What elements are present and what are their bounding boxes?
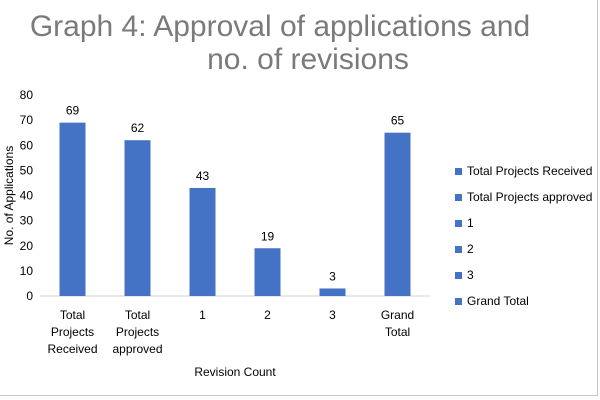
- legend-swatch: [455, 246, 462, 253]
- x-tick-label: Grand: [381, 308, 414, 322]
- x-tick-label: 3: [329, 308, 336, 322]
- x-tick-label: Total: [60, 308, 85, 322]
- x-tick-label: Projects: [51, 325, 94, 339]
- data-label: 3: [329, 269, 336, 283]
- legend-label: 3: [467, 268, 474, 282]
- x-axis-label: Revision Count: [194, 365, 276, 379]
- x-tick-label: Total: [385, 325, 410, 339]
- x-tick-label: Projects: [116, 325, 159, 339]
- y-axis-label: No. of Applications: [2, 146, 16, 245]
- y-tick-label: 80: [20, 88, 34, 102]
- bar: [59, 122, 86, 296]
- chart-title-line-1: Graph 4: Approval of applications and: [29, 10, 531, 43]
- x-tick-label: Received: [47, 342, 97, 356]
- y-tick-label: 20: [20, 239, 34, 253]
- data-label: 62: [131, 121, 145, 135]
- bar: [124, 140, 151, 296]
- legend-label: 2: [467, 242, 474, 256]
- bar: [319, 288, 346, 296]
- bar: [254, 248, 281, 296]
- data-label: 65: [391, 114, 405, 128]
- y-tick-label: 30: [20, 214, 34, 228]
- legend-label: Total Projects approved: [467, 190, 592, 204]
- bar: [384, 132, 411, 296]
- x-tick-label: 1: [199, 308, 206, 322]
- legend-swatch: [455, 298, 462, 305]
- legend-swatch: [455, 220, 462, 227]
- chart-title-line-2: no. of revisions: [207, 43, 409, 76]
- y-tick-label: 40: [20, 189, 34, 203]
- y-tick-label: 10: [20, 264, 34, 278]
- legend-label: Grand Total: [467, 294, 529, 308]
- data-label: 19: [261, 229, 275, 243]
- legend-swatch: [455, 194, 462, 201]
- legend-label: Total Projects Received: [467, 164, 592, 178]
- legend-swatch: [455, 272, 462, 279]
- x-tick-label: approved: [112, 342, 162, 356]
- bar: [189, 187, 216, 296]
- data-label: 43: [196, 169, 210, 183]
- data-label: 69: [66, 104, 80, 118]
- x-tick-label: Total: [125, 308, 150, 322]
- legend-swatch: [455, 168, 462, 175]
- y-tick-label: 0: [26, 289, 33, 303]
- y-tick-label: 50: [20, 163, 34, 177]
- x-tick-label: 2: [264, 308, 271, 322]
- legend-label: 1: [467, 216, 474, 230]
- y-tick-label: 70: [20, 113, 34, 127]
- y-tick-label: 60: [20, 138, 34, 152]
